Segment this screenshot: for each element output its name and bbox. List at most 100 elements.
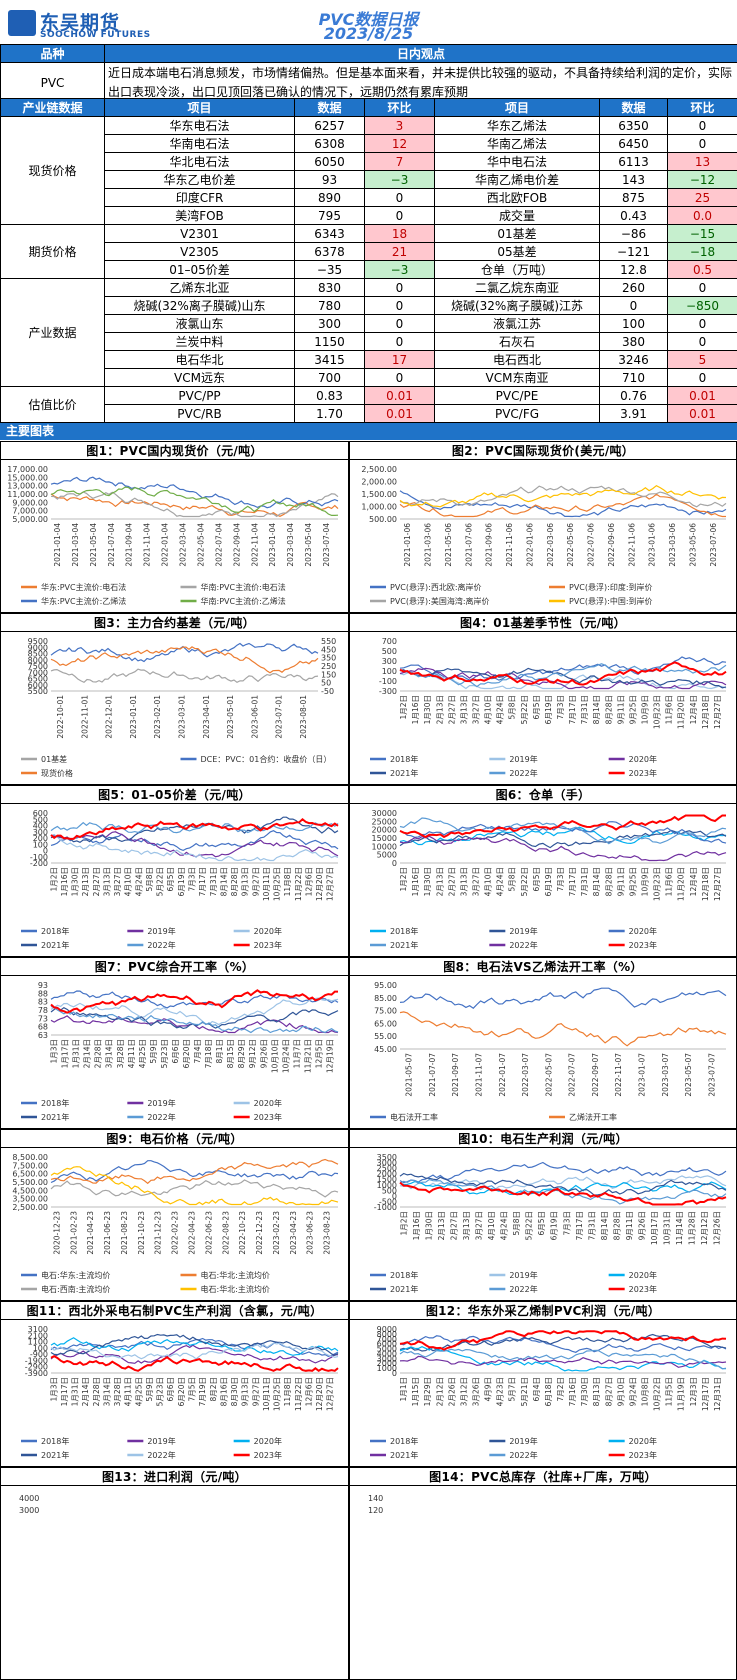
y-tick-label: 600 [33,809,48,818]
x-tick-label: 1月2日 [399,695,408,720]
x-tick-label: 7月17日 [575,1211,584,1240]
x-tick-label: 2022-03-04 [179,523,188,567]
legend-label: 电石:西南:主流均价 [41,1284,110,1294]
legend-label: 电石法开工率 [390,1112,438,1122]
x-tick-label: 2021-03-04 [71,523,80,567]
y-tick-label: 3000 [19,1506,40,1515]
y-tick-label: 0 [43,847,48,856]
change-cell: −3 [364,260,435,279]
x-tick-label: 8月14日 [592,695,601,724]
change-cell: 0 [364,332,435,351]
x-tick-label: 2022-11-04 [250,523,259,567]
y-tick-label: 500 [382,1186,397,1195]
value-cell: 6113 [599,152,668,171]
y-tick-label: -900 [30,1350,48,1359]
report-header: 东吴期货 SOOCHOW FUTURES PVC数据日报 2023/8/25 [0,0,737,44]
legend-label: 2021年 [390,1450,418,1460]
x-tick-label: 1月3日 [50,1039,59,1064]
x-tick-label: 8月15日 [226,1039,235,1068]
legend-label: 2022年 [509,1450,537,1460]
item-cell: 电石西北 [434,350,600,369]
x-tick-label: 2022-07-04 [214,523,223,567]
series-line [399,1335,727,1353]
x-tick-label: 5月9日 [149,1039,158,1064]
y-tick-label: 88 [38,989,48,998]
legend-label: 2020年 [629,926,657,936]
x-tick-label: 2月26日 [447,1377,456,1406]
x-tick-label: 2月27日 [447,867,456,896]
x-tick-label: 9月10日 [616,1377,625,1406]
y-tick-label: 7000 [377,1335,397,1344]
y-tick-label: 2,500.00 [361,465,397,474]
x-tick-label: 2021-01-04 [53,523,62,567]
legend-label: 2019年 [147,1436,175,1446]
legend-label: 2018年 [41,1436,69,1446]
x-tick-label: 6月6日 [171,1039,180,1064]
legend-label: 2022年 [509,768,537,778]
x-tick-label: 5月23日 [160,1039,169,1068]
value-cell: 3415 [294,350,365,369]
series-line [399,835,727,862]
series-line [399,490,727,518]
chart-svg: 95.00 85.00 75.00 65.00 55.00 45.00 2021-05-07… [370,981,727,1122]
y2-tick-label: 150 [321,670,336,679]
y-tick-label: 4,500.00 [12,1186,48,1195]
x-tick-label: 12月27日 [326,867,335,901]
change-cell: 0.01 [667,386,737,405]
legend-label: 2021年 [41,1450,69,1460]
y-tick-label: 5500 [28,687,48,696]
report-date: 2023/8/25 [323,24,414,43]
x-tick-label: 8月1日 [215,1039,224,1064]
x-tick-label: 11月6日 [665,867,674,896]
x-tick-label: 12月31日 [713,1377,722,1411]
x-tick-label: 12月4日 [689,695,698,724]
legend-label: 2019年 [509,754,537,764]
x-tick-label: 6月19日 [544,695,553,724]
y-tick-label: 3100 [28,1325,48,1334]
change-cell: −12 [667,170,737,189]
x-tick-label: 1月30日 [423,867,432,896]
x-tick-label: 9月12日 [248,1039,257,1068]
legend-label: 01基差 [41,754,67,764]
legend-label: 2020年 [629,754,657,764]
x-tick-label: 1月2日 [399,867,408,892]
x-tick-label: 5月22日 [520,867,529,896]
x-tick-label: 6月5日 [537,1211,546,1236]
y-tick-label: 9000 [28,643,48,652]
chart-panel-5: 图5：01–05价差（元/吨） 600 500 400 300 200 100 0 -100 -2… [0,785,349,957]
item-cell: 01–05价差 [104,260,295,279]
col-item: 项目 [104,98,295,117]
x-tick-label: 8月14日 [600,1211,609,1240]
x-tick-label: 10月22日 [653,1377,662,1411]
chart-panel-8: 图8：电石法VS乙烯法开工率（%） 95.00 85.00 75.00 65.00 55.… [349,957,737,1129]
value-cell: 260 [599,278,668,297]
series-line [399,1172,727,1196]
x-tick-label: 2022-09-04 [232,523,241,567]
item-cell: 烧碱(32%离子膜碱)江苏 [434,296,600,315]
x-tick-label: 5月22日 [156,867,165,896]
y-tick-label: 6000 [377,1340,397,1349]
y-tick-label: 95.00 [374,981,397,990]
table-row: 01–05价差 −35 −3 仓单（万吨） 12.8 0.5 [1,260,737,279]
y-tick-label: 100 [382,667,397,676]
view-head-opinion: 日内观点 [104,44,737,63]
legend-label: 2019年 [147,926,175,936]
report-title: PVC数据日报 [318,10,419,29]
x-tick-label: 7月30日 [580,1377,589,1406]
series-line [50,642,319,663]
series-line [399,1355,727,1368]
x-tick-label: 3月27日 [475,1211,484,1240]
x-tick-label: 5月8日 [508,867,517,892]
legend-label: 2023年 [254,1112,282,1122]
change-cell: 0 [667,278,737,297]
chart-title: 图1：PVC国内现货价（元/吨） [1,442,348,460]
chart-title: 图14：PVC总库存（社库+厂库，万吨） [350,1468,736,1486]
x-tick-label: 7月31日 [580,695,589,724]
y-tick-label: 75.00 [374,1007,397,1016]
x-tick-label: 12月26日 [713,1211,722,1245]
x-tick-label: 10月23日 [653,695,662,729]
chart-panel-13: 图13：进口利润（元/吨） 4000 3000 [0,1467,349,1680]
x-tick-label: 4月25日 [138,1039,147,1068]
x-tick-label: 2021-09-07 [451,1053,460,1097]
y-tick-label: 400 [33,822,48,831]
